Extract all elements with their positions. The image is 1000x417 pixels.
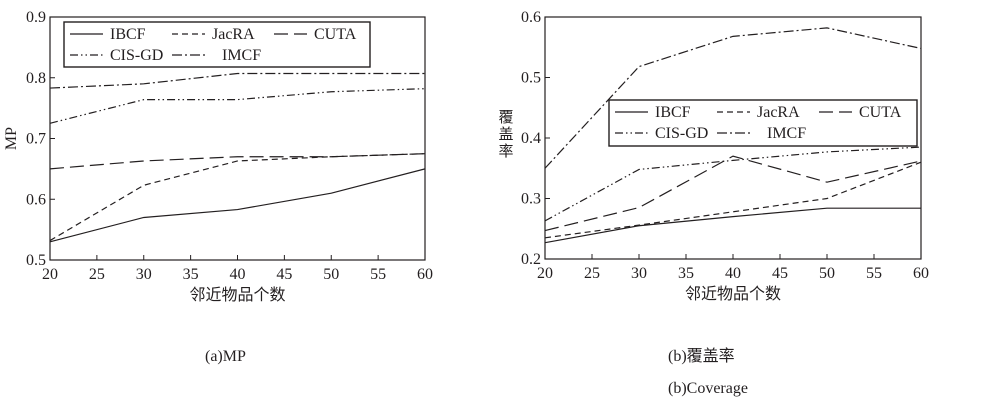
series-line-cis-gd (49, 88, 426, 124)
x-tick-label: 45 (276, 266, 292, 283)
x-tick-label: 35 (183, 266, 199, 283)
series-line-ibcf (49, 168, 426, 243)
series-line-ibcf (544, 207, 921, 244)
x-tick-label: 60 (417, 266, 433, 283)
legend-label-cis-gd: CIS-GD (110, 47, 163, 64)
caption-b: (b)覆盖率 (668, 347, 735, 365)
x-tick-label: 45 (772, 265, 788, 282)
x-axis-label: 邻近物品个数 (189, 286, 285, 304)
x-axis-label: 邻近物品个数 (685, 285, 781, 303)
x-tick-label: 50 (323, 266, 339, 283)
x-tick-label: 25 (584, 265, 600, 282)
legend-label-jacra: JacRA (212, 26, 255, 43)
series-line-imcf (544, 27, 922, 169)
legend-label-ibcf: IBCF (110, 26, 146, 43)
x-tick-label: 25 (89, 266, 105, 283)
y-tick-label: 0.4 (521, 130, 541, 147)
chart-mp: 20 25 30 35 40 45 50 55 60 0.5 0.6 0.7 0.8 0.9 邻近物品个数 M… (3, 9, 433, 304)
y-tick-label: 0.8 (26, 70, 46, 87)
y-tick-label: 0.5 (521, 70, 541, 87)
x-tick-label: 40 (725, 265, 741, 282)
y-tick-label: 0.2 (521, 251, 541, 268)
y-tick-label: 0.7 (26, 131, 46, 148)
legend: IBCF JacRA CUTA CIS-GD IMCF (608, 99, 918, 147)
legend-label-jacra: JacRA (757, 104, 800, 121)
y-tick-label: 0.9 (26, 9, 46, 26)
y-axis-label: 覆盖率 (498, 109, 513, 160)
legend-label-imcf: IMCF (767, 125, 806, 142)
legend: IBCF JacRA CUTA CIS-GD IMCF (63, 21, 371, 68)
x-tick-label: 20 (537, 265, 553, 282)
series-line-cuta (544, 155, 922, 232)
legend-label-cis-gd: CIS-GD (655, 125, 708, 142)
x-tick-label: 20 (42, 266, 58, 283)
x-tick-label: 35 (678, 265, 694, 282)
x-tick-label: 55 (866, 265, 882, 282)
y-axis-label: MP (3, 127, 20, 150)
legend-label-cuta: CUTA (859, 104, 902, 121)
y-tick-label: 0.5 (26, 252, 46, 269)
legend-box (608, 99, 918, 147)
x-tick-label: 30 (631, 265, 647, 282)
legend-label-cuta: CUTA (314, 26, 357, 43)
x-tick-label: 30 (136, 266, 152, 283)
y-tick-label: 0.3 (521, 191, 541, 208)
series-line-imcf (49, 72, 425, 89)
legend-label-ibcf: IBCF (655, 104, 691, 121)
y-tick-label: 0.6 (521, 9, 541, 26)
series-line-jacra (544, 161, 922, 239)
series-line-cuta (49, 153, 426, 170)
legend-label-imcf: IMCF (222, 47, 261, 64)
y-tick-label: 0.6 (26, 191, 46, 208)
caption-b-en: (b)Coverage (668, 380, 748, 397)
x-tick-label: 40 (230, 266, 246, 283)
x-tick-label: 60 (913, 265, 929, 282)
series-line-cis-gd (544, 146, 922, 222)
x-tick-label: 55 (370, 266, 386, 283)
caption-a: (a)MP (205, 348, 246, 365)
x-tick-label: 50 (819, 265, 835, 282)
chart-coverage: 20 25 30 35 40 45 50 55 60 0.2 0.3 0.4 0.5 0.6 邻近物品个数 覆… (498, 9, 929, 303)
legend-box (63, 21, 371, 68)
